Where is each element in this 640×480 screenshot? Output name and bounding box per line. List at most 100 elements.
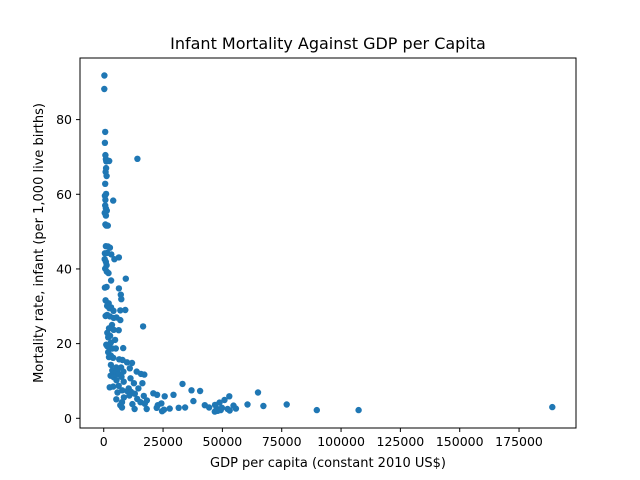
scatter-points (101, 72, 556, 415)
data-point-7 (106, 157, 113, 165)
data-point-161 (313, 406, 320, 414)
data-point-120 (140, 392, 147, 400)
data-point-64 (115, 327, 122, 334)
data-point-119 (126, 392, 133, 399)
data-point-155 (118, 404, 126, 411)
x-tick-label: 175000 (495, 434, 543, 449)
data-point-87 (126, 365, 133, 372)
data-point-59 (117, 316, 124, 324)
y-tick-label: 20 (56, 336, 72, 351)
x-tick-label: 25000 (143, 434, 183, 449)
x-tick-label: 0 (100, 434, 108, 449)
data-point-122 (161, 393, 168, 400)
data-point-52 (117, 307, 124, 314)
data-point-148 (175, 404, 182, 411)
data-point-21 (102, 212, 110, 219)
data-point-149 (181, 404, 189, 411)
data-point-83 (128, 359, 136, 367)
data-point-39 (122, 275, 129, 282)
x-axis-label: GDP per capita (constant 2010 US$) (210, 456, 446, 471)
data-point-1 (101, 85, 108, 93)
data-point-67 (105, 334, 112, 341)
data-point-127 (113, 396, 120, 403)
plot-area-frame (79, 57, 577, 429)
data-point-106 (106, 384, 113, 391)
data-point-114 (196, 387, 204, 395)
y-tick-label: 40 (56, 261, 72, 276)
data-point-30 (108, 251, 115, 258)
x-tick-label: 75000 (262, 434, 302, 449)
data-point-40 (107, 277, 115, 284)
data-point-146 (153, 404, 160, 411)
data-point-38 (105, 269, 112, 277)
data-point-104 (179, 380, 186, 388)
data-point-90 (120, 368, 127, 375)
data-point-101 (120, 378, 127, 385)
data-point-75 (120, 344, 127, 352)
y-tick-label: 80 (56, 112, 72, 127)
data-point-107 (115, 382, 122, 389)
data-point-98 (118, 373, 125, 380)
data-point-154 (232, 405, 240, 412)
data-point-145 (549, 403, 556, 411)
data-point-150 (205, 404, 213, 411)
data-point-3 (101, 139, 109, 146)
data-point-109 (135, 385, 142, 392)
data-point-102 (130, 380, 138, 387)
data-point-137 (141, 400, 148, 407)
data-point-42 (103, 283, 110, 291)
data-point-2 (102, 128, 109, 136)
data-point-58 (110, 314, 117, 322)
data-point-123 (170, 391, 177, 398)
data-point-32 (111, 256, 118, 263)
data-point-43 (115, 285, 123, 292)
data-point-15 (102, 196, 109, 204)
y-axis-label: Mortality rate, infant (per 1,000 live b… (32, 103, 47, 383)
y-tick-label: 0 (64, 411, 72, 426)
data-point-11 (103, 172, 110, 180)
data-point-82 (123, 359, 131, 366)
data-point-8 (134, 155, 141, 162)
data-point-0 (101, 72, 108, 79)
data-point-157 (143, 405, 150, 413)
data-point-51 (110, 307, 117, 314)
data-point-53 (122, 306, 129, 314)
data-point-95 (141, 371, 148, 378)
data-point-162 (355, 406, 362, 414)
data-point-100 (113, 377, 120, 384)
data-point-84 (107, 361, 115, 369)
data-point-129 (190, 397, 197, 405)
data-point-136 (129, 400, 136, 408)
y-tick-label: 60 (56, 187, 72, 202)
data-point-74 (112, 345, 120, 352)
data-point-144 (283, 401, 290, 408)
x-tick-label: 50000 (203, 434, 243, 449)
x-tick-label: 125000 (377, 434, 425, 449)
data-point-115 (114, 389, 121, 396)
data-point-160 (226, 407, 233, 414)
x-tick-label: 100000 (317, 434, 365, 449)
data-point-165 (158, 408, 166, 415)
data-point-124 (226, 393, 233, 400)
data-point-27 (106, 244, 114, 251)
data-point-113 (188, 387, 195, 394)
data-point-63 (110, 326, 117, 333)
data-point-164 (214, 407, 221, 414)
data-point-142 (244, 401, 251, 408)
data-point-45 (118, 296, 125, 303)
data-point-121 (153, 391, 161, 398)
data-point-143 (260, 402, 267, 410)
data-point-12 (102, 180, 109, 187)
x-axis-ticks: 0 25000 50000 75000 100000 125000 150000 175000 (100, 428, 543, 449)
x-tick-label: 150000 (436, 434, 484, 449)
data-point-125 (120, 394, 128, 401)
data-point-16 (110, 197, 117, 204)
y-axis-ticks: 0 20 40 60 80 (56, 112, 80, 426)
data-point-116 (131, 390, 138, 397)
data-point-130 (221, 396, 228, 404)
data-point-118 (254, 389, 262, 396)
data-point-103 (139, 380, 146, 387)
data-point-61 (139, 323, 147, 330)
